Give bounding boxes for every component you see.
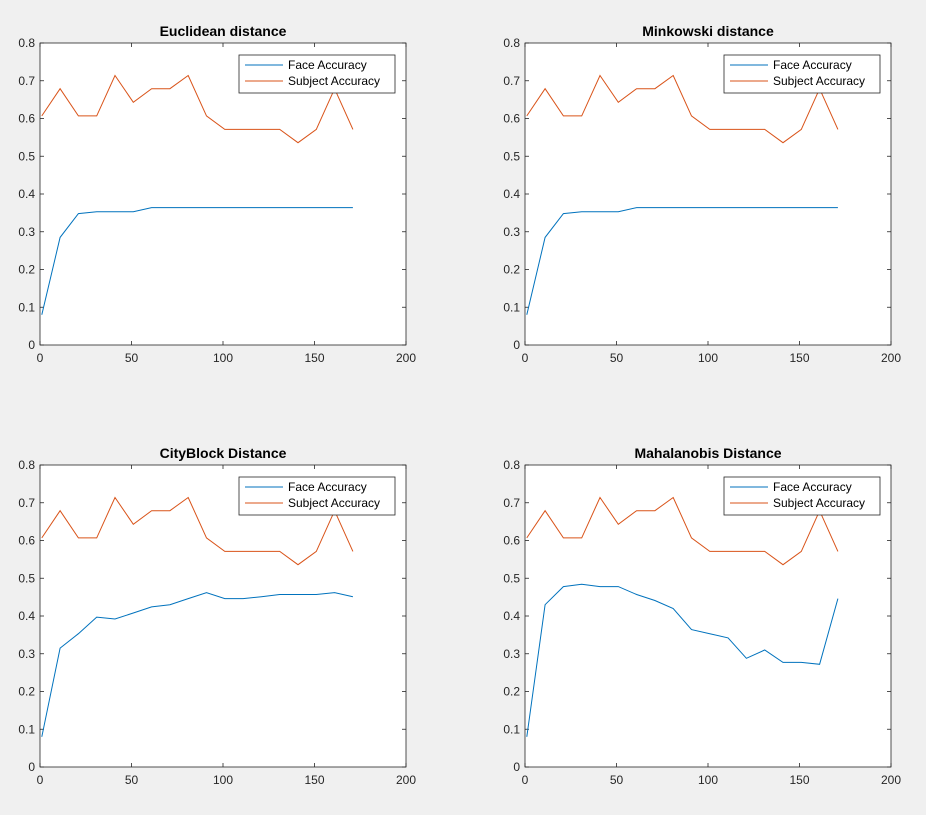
legend-label: Face Accuracy: [773, 480, 852, 494]
legend: Face Accuracy Subject Accuracy: [723, 54, 881, 94]
y-tick-label: 0.1: [503, 722, 520, 736]
y-tick-label: 0.6: [18, 112, 35, 126]
series-line-subject-accuracy: [41, 74, 354, 144]
y-tick-label: 0.3: [503, 647, 520, 661]
legend-box: [238, 54, 396, 94]
y-tick-label: 0.4: [503, 187, 520, 201]
plot-title: Minkowski distance: [642, 23, 774, 39]
y-tick-label: 0.1: [503, 300, 520, 314]
x-tick-label: 0: [522, 351, 529, 365]
legend-label: Subject Accuracy: [773, 496, 865, 510]
x-tick-label: 200: [396, 351, 416, 365]
y-tick-label: 0.2: [503, 263, 520, 277]
y-tick-label: 0.8: [503, 458, 520, 472]
plot-title: Mahalanobis Distance: [634, 445, 781, 461]
x-tick-label: 100: [213, 773, 233, 787]
y-tick-label: 0.8: [18, 36, 35, 50]
series-line-subject-accuracy: [526, 74, 839, 144]
x-tick-label: 200: [396, 773, 416, 787]
legend-label: Face Accuracy: [288, 58, 367, 72]
y-tick-label: 0.2: [503, 685, 520, 699]
x-tick-label: 200: [881, 351, 901, 365]
legend-label: Subject Accuracy: [773, 74, 865, 88]
x-tick-label: 50: [610, 351, 624, 365]
x-tick-label: 150: [789, 351, 809, 365]
y-tick-label: 0.7: [503, 74, 520, 88]
x-tick-label: 150: [789, 773, 809, 787]
x-tick-label: 0: [37, 351, 44, 365]
series-line-face-accuracy: [41, 592, 354, 737]
x-tick-label: 50: [125, 773, 139, 787]
y-tick-label: 0.5: [503, 571, 520, 585]
y-tick-label: 0: [513, 338, 520, 352]
x-tick-label: 150: [304, 351, 324, 365]
subplot-euclidean-distance: Euclidean distance 0 50 100 150 200 0 0.1 0.2 0.3…: [18, 23, 416, 365]
x-tick-label: 0: [522, 773, 529, 787]
legend: Face Accuracy Subject Accuracy: [723, 476, 881, 516]
y-tick-label: 0.4: [18, 609, 35, 623]
x-tick-label: 50: [125, 351, 139, 365]
x-tick-label: 150: [304, 773, 324, 787]
legend: Face Accuracy Subject Accuracy: [238, 476, 396, 516]
series-line-subject-accuracy: [41, 496, 354, 566]
y-tick-label: 0: [28, 760, 35, 774]
x-tick-label: 100: [213, 351, 233, 365]
y-tick-label: 0.6: [18, 534, 35, 548]
y-tick-label: 0.8: [18, 458, 35, 472]
x-tick-label: 200: [881, 773, 901, 787]
legend-label: Subject Accuracy: [288, 496, 380, 510]
y-tick-label: 0: [513, 760, 520, 774]
y-tick-label: 0.2: [18, 685, 35, 699]
y-tick-label: 0.4: [503, 609, 520, 623]
legend-label: Face Accuracy: [288, 480, 367, 494]
plot-title: Euclidean distance: [160, 23, 287, 39]
legend-label: Subject Accuracy: [288, 74, 380, 88]
y-tick-label: 0.1: [18, 722, 35, 736]
legend: Face Accuracy Subject Accuracy: [238, 54, 396, 94]
subplot-cityblock-distance: CityBlock Distance 0 50 100 150 200 0 0.1 0.2 0.3…: [18, 445, 416, 787]
y-tick-label: 0.5: [18, 149, 35, 163]
series-line-face-accuracy: [41, 207, 353, 315]
subplot-mahalanobis-distance: Mahalanobis Distance 0 50 100 150 200 0 0.1 0.2 0…: [503, 445, 901, 787]
y-tick-label: 0.7: [18, 496, 35, 510]
x-tick-label: 0: [37, 773, 44, 787]
y-tick-label: 0.6: [503, 534, 520, 548]
y-tick-label: 0.5: [503, 149, 520, 163]
y-tick-label: 0.5: [18, 571, 35, 585]
y-tick-label: 0.7: [18, 74, 35, 88]
y-tick-label: 0: [28, 338, 35, 352]
legend-box: [723, 476, 881, 516]
legend-label: Face Accuracy: [773, 58, 852, 72]
y-tick-label: 0.8: [503, 36, 520, 50]
y-tick-label: 0.6: [503, 112, 520, 126]
legend-box: [238, 476, 396, 516]
legend-box: [723, 54, 881, 94]
y-tick-label: 0.7: [503, 496, 520, 510]
series-line-face-accuracy: [526, 207, 838, 315]
series-line-face-accuracy: [526, 583, 839, 737]
y-tick-label: 0.3: [18, 225, 35, 239]
plot-title: CityBlock Distance: [160, 445, 287, 461]
subplot-minkowski-distance: Minkowski distance 0 50 100 150 200 0 0.1 0.2 0.3…: [503, 23, 901, 365]
series-line-subject-accuracy: [526, 496, 839, 566]
x-tick-label: 50: [610, 773, 624, 787]
y-tick-label: 0.3: [503, 225, 520, 239]
y-tick-label: 0.3: [18, 647, 35, 661]
x-tick-label: 100: [698, 351, 718, 365]
y-tick-label: 0.1: [18, 300, 35, 314]
y-tick-label: 0.4: [18, 187, 35, 201]
x-tick-label: 100: [698, 773, 718, 787]
y-tick-label: 0.2: [18, 263, 35, 277]
